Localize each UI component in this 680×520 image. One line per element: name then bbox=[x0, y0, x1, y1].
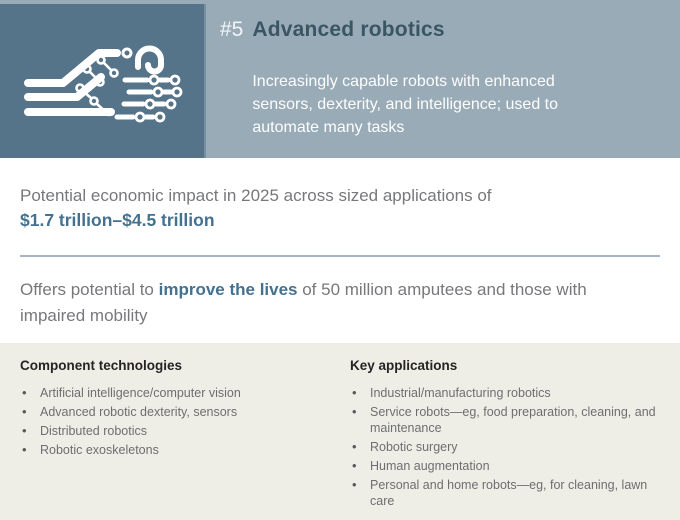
component-technologies-list: Artificial intelligence/computer vision … bbox=[20, 385, 332, 458]
header-description: Increasingly capable robots with enhance… bbox=[252, 72, 559, 136]
list-item: Robotic exoskeletons bbox=[20, 442, 332, 458]
key-applications-heading: Key applications bbox=[350, 358, 458, 373]
list-item: Personal and home robots—eg, for cleanin… bbox=[350, 477, 660, 509]
details-panel: Component technologies Artificial intell… bbox=[0, 343, 680, 520]
key-applications-list: Industrial/manufacturing robotics Servic… bbox=[350, 385, 660, 509]
header-text-block: #5 Advanced robotics Increasingly capabl… bbox=[206, 0, 680, 158]
list-item: Robotic surgery bbox=[350, 439, 660, 455]
rank-label: #5 bbox=[220, 18, 244, 41]
list-item: Industrial/manufacturing robotics bbox=[350, 385, 660, 401]
list-item: Artificial intelligence/computer vision bbox=[20, 385, 332, 401]
benefit-prefix: Offers potential to bbox=[20, 280, 159, 299]
impact-lead-text: Potential economic impact in 2025 across… bbox=[20, 186, 492, 205]
section-divider bbox=[20, 255, 660, 257]
header-icon-box bbox=[0, 4, 206, 158]
circuit-hand-icon bbox=[21, 33, 183, 129]
header: #5 Advanced robotics Increasingly capabl… bbox=[0, 0, 680, 158]
benefit-suffix: of 50 million amputees and those with im… bbox=[20, 280, 587, 325]
list-item: Distributed robotics bbox=[20, 423, 332, 439]
benefit-highlight: improve the lives bbox=[158, 280, 298, 299]
component-technologies-heading: Component technologies bbox=[20, 358, 182, 373]
list-item: Service robots—eg, food preparation, cle… bbox=[350, 404, 660, 436]
economic-impact-section: Potential economic impact in 2025 across… bbox=[0, 158, 680, 233]
page-title: Advanced robotics bbox=[252, 18, 445, 41]
benefit-statement: Offers potential to improve the lives of… bbox=[0, 257, 655, 329]
impact-value: $1.7 trillion–$4.5 trillion bbox=[20, 210, 215, 230]
list-item: Advanced robotic dexterity, sensors bbox=[20, 404, 332, 420]
component-technologies-column: Component technologies Artificial intell… bbox=[20, 358, 332, 520]
list-item: Human augmentation bbox=[350, 458, 660, 474]
key-applications-column: Key applications Industrial/manufacturin… bbox=[350, 358, 660, 520]
